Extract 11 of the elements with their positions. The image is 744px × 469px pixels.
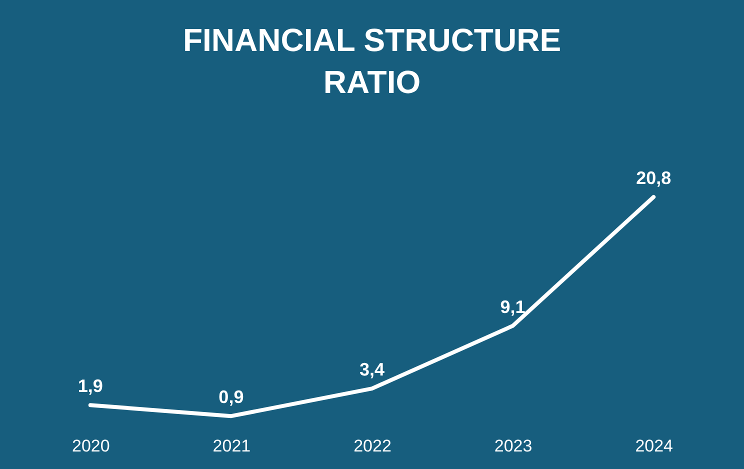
x-tick-label: 2023 [494, 436, 532, 456]
chart-title: FINANCIAL STRUCTURE RATIO [182, 22, 562, 100]
x-tick-label: 2024 [635, 436, 674, 456]
data-label: 9,1 [500, 296, 526, 317]
data-label: 1,9 [78, 376, 103, 396]
x-tick-label: 2022 [354, 436, 392, 456]
data-label: 20,8 [636, 168, 672, 188]
x-tick-label: 2020 [72, 436, 110, 456]
x-tick-label: 2021 [212, 436, 251, 456]
data-label: 0,9 [218, 387, 244, 408]
data-label: 3,4 [359, 360, 385, 380]
